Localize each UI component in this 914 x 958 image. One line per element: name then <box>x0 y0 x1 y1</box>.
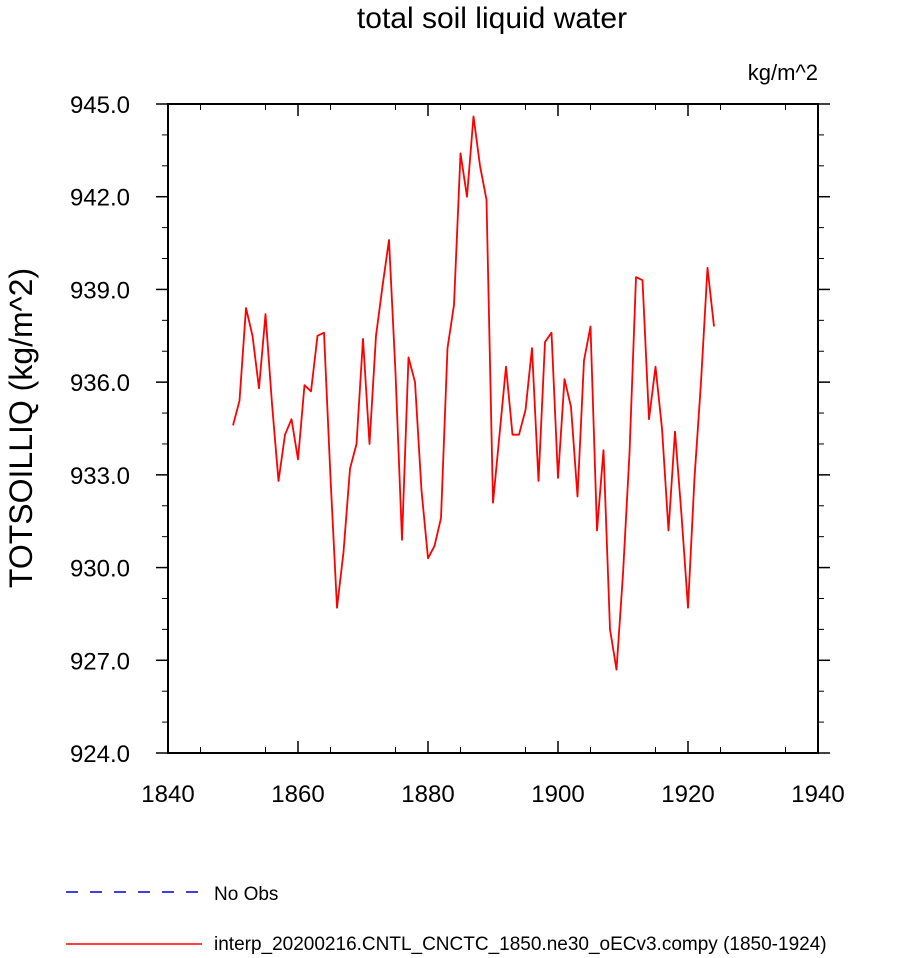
legend: No Obs interp_20200216.CNTL_CNCTC_1850.n… <box>66 884 827 955</box>
y-tick-label: 927.0 <box>70 648 130 675</box>
x-tick-label: 1940 <box>791 781 844 808</box>
y-tick-label: 930.0 <box>70 556 130 583</box>
series-layer <box>232 115 715 671</box>
x-tick-label: 1860 <box>271 781 324 808</box>
chart-title: total soil liquid water <box>357 2 627 35</box>
x-axis: 1840 1860 1880 1900 1920 1940 <box>141 104 845 808</box>
x-tick-label: 1920 <box>661 781 714 808</box>
y-tick-label: 939.0 <box>70 277 130 304</box>
y-axis: 924.0 927.0 930.0 933.0 936.0 939.0 942.0 945.0 <box>70 92 830 768</box>
y-tick-label: 945.0 <box>70 92 130 119</box>
y-tick-label: 933.0 <box>70 463 130 490</box>
y-tick-label: 924.0 <box>70 741 130 768</box>
plot-frame <box>167 103 819 754</box>
x-tick-label: 1900 <box>531 781 584 808</box>
units-label: kg/m^2 <box>748 60 818 85</box>
series-line-1 <box>232 115 715 671</box>
x-tick-label: 1840 <box>141 781 194 808</box>
x-tick-label: 1880 <box>401 781 454 808</box>
legend-label-no-obs: No Obs <box>214 884 278 905</box>
y-tick-label: 942.0 <box>70 185 130 212</box>
y-axis-label: TOTSOILLIQ (kg/m^2) <box>3 268 39 588</box>
y-tick-label: 936.0 <box>70 370 130 397</box>
legend-label-model-run: interp_20200216.CNTL_CNCTC_1850.ne30_oEC… <box>214 934 827 955</box>
